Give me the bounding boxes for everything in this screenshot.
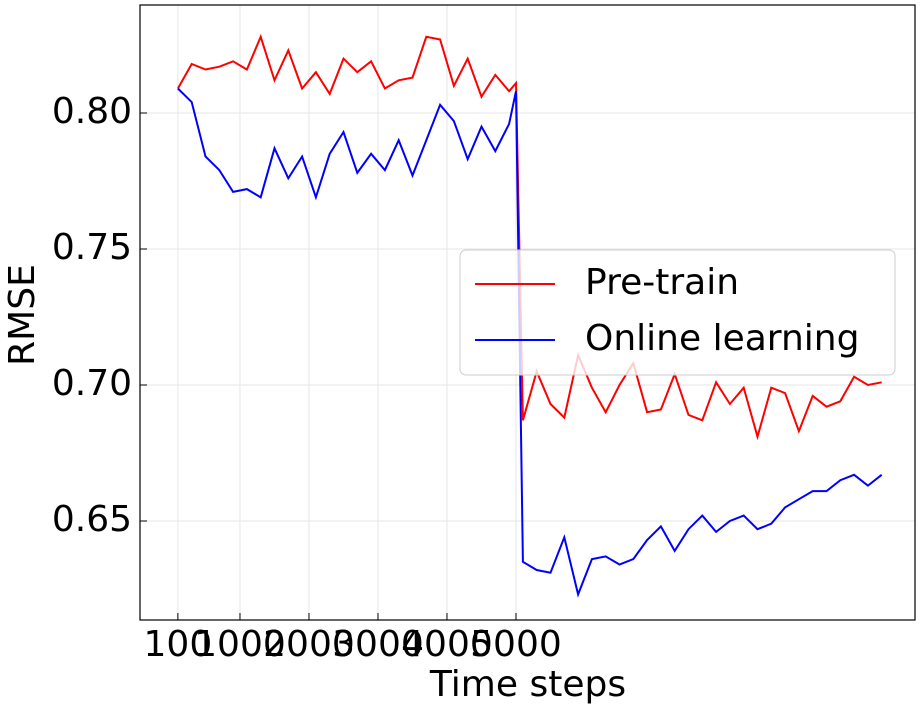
legend-label: Pre-train bbox=[585, 262, 739, 303]
y-tick-label: 0.65 bbox=[52, 499, 132, 540]
line-series bbox=[177, 87, 883, 598]
x-tick-label: 1000 bbox=[194, 624, 286, 665]
x-tick-label: 4000 bbox=[401, 624, 493, 665]
plot-frame bbox=[139, 4, 916, 621]
x-tick-label: 100 bbox=[144, 624, 213, 665]
y-tick-label: 0.75 bbox=[52, 227, 132, 268]
y-tick-label: 0.70 bbox=[52, 363, 132, 404]
legend-box bbox=[459, 249, 896, 376]
x-tick-label: 2000 bbox=[263, 624, 355, 665]
legend-label: Online learning bbox=[585, 318, 859, 359]
line-series bbox=[177, 33, 882, 441]
x-axis-label: Time steps bbox=[429, 664, 626, 705]
legend: Pre-train Online learning bbox=[459, 249, 896, 376]
y-axis-label: RMSE bbox=[2, 264, 43, 366]
y-tick-label: 0.80 bbox=[52, 91, 132, 132]
x-tick-label: 3000 bbox=[332, 624, 424, 665]
x-tick-label: 5000 bbox=[470, 624, 562, 665]
